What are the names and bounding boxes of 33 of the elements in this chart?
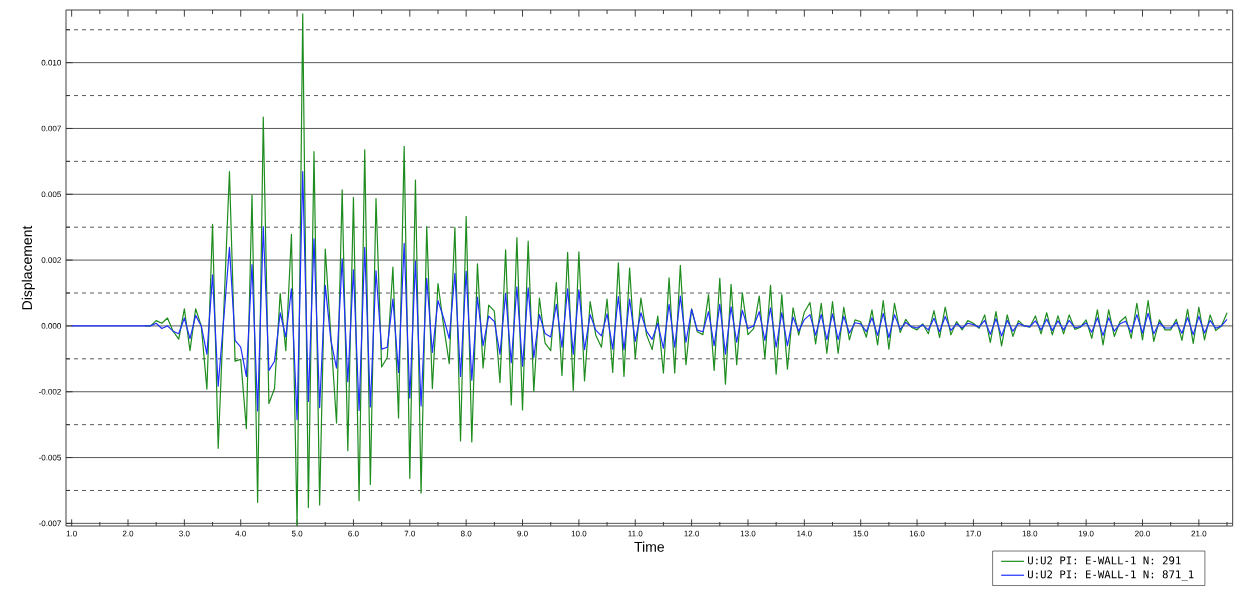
x-tick-label: 20.0 — [1135, 530, 1150, 537]
x-tick-label: 12.0 — [684, 530, 700, 537]
x-tick-label: 18.0 — [1022, 530, 1038, 537]
x-axis-title: Time — [634, 541, 664, 552]
x-tick-label: 7.0 — [404, 530, 416, 537]
x-tick-label: 5.0 — [291, 530, 303, 537]
x-tick-label: 16.0 — [909, 530, 925, 537]
x-tick-label: 13.0 — [740, 530, 756, 537]
y-tick-label: 0.000 — [41, 323, 61, 329]
x-tick-label: 9.0 — [517, 530, 528, 537]
y-tick-label: 0.010 — [41, 59, 61, 66]
x-tick-label: 14.0 — [797, 530, 812, 537]
x-tick-label: 15.0 — [853, 530, 869, 537]
x-tick-label: 2.0 — [122, 530, 134, 537]
x-tick-label: 4.0 — [235, 530, 246, 537]
y-tick-label: -0.002 — [38, 388, 61, 395]
x-tick-label: 10.0 — [571, 530, 587, 537]
x-tick-label: 19.0 — [1078, 530, 1094, 537]
x-tick-label: 17.0 — [966, 530, 981, 537]
x-tick-label: 3.0 — [179, 530, 190, 537]
y-axis-title: Displacement — [21, 225, 35, 310]
legend-label: U:U2 PI: E-WALL-1 N: 871_1 — [1028, 570, 1194, 581]
y-tick-label: -0.007 — [38, 520, 61, 527]
x-tick-label: 21.0 — [1191, 530, 1207, 537]
x-tick-label: 11.0 — [628, 530, 643, 537]
legend-label: U:U2 PI: E-WALL-1 N: 291 — [1028, 556, 1181, 565]
y-tick-label: 0.007 — [41, 125, 61, 132]
x-tick-label: 8.0 — [460, 530, 472, 537]
y-tick-label: 0.002 — [41, 257, 61, 263]
y-tick-label: 0.005 — [41, 191, 61, 198]
x-tick-label: 6.0 — [348, 530, 359, 537]
x-tick-label: 1.0 — [66, 530, 77, 537]
y-tick-label: -0.005 — [38, 454, 61, 461]
